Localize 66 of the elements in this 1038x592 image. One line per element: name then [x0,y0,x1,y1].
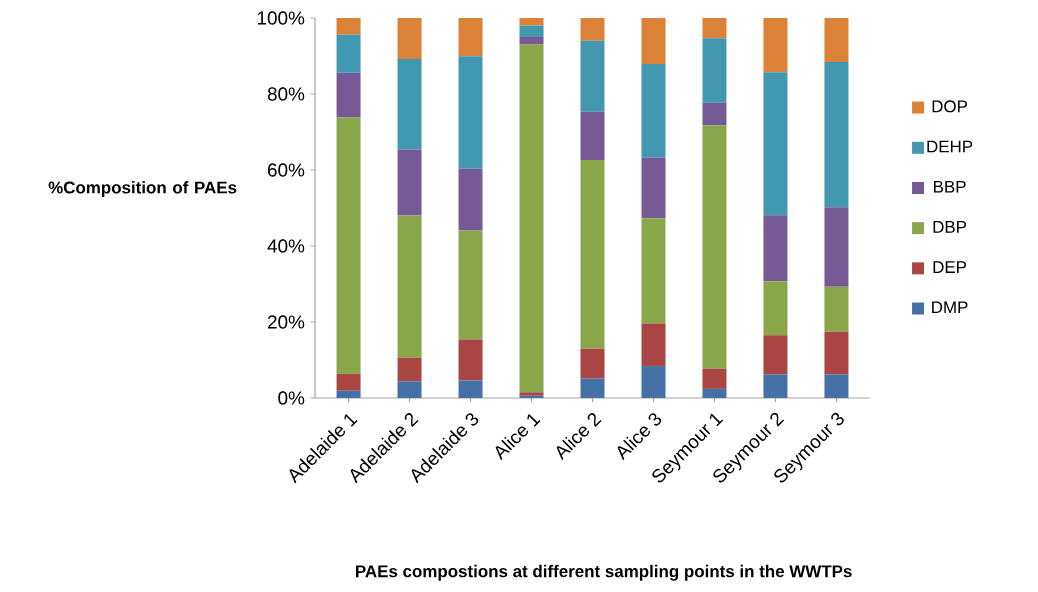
bar [519,36,544,45]
bar [397,59,422,150]
bar [336,374,361,391]
bar [397,381,422,398]
bar [458,56,483,169]
bar [824,62,849,208]
x-axis-title: PAEs compostions at different sampling points in the WWTPs [356,564,852,581]
bar [641,323,666,367]
bar [702,102,727,126]
bar [458,380,483,398]
y-tick-label: 20% [267,315,305,329]
bar [702,125,727,369]
bar [641,17,666,64]
y-tick-label: 60% [267,163,305,177]
bar [824,331,849,375]
bar [519,17,544,26]
bar [641,366,666,398]
bar [580,40,605,112]
bar [641,157,666,219]
bar [336,72,361,118]
y-tick-label: 0% [278,391,305,405]
y-axis-title: %Composition of PAEs [48,181,237,197]
bar [763,335,788,375]
bar [336,117,361,375]
legend-label: DBP [933,221,967,233]
bar [763,72,788,216]
y-tick-label: 80% [267,87,305,101]
bar [519,25,544,37]
bar [702,388,727,398]
bar [580,348,605,379]
bar [519,44,544,393]
bar [580,17,605,41]
y-tick-label: 40% [267,239,305,253]
bar [458,17,483,57]
bar [458,339,483,381]
bar [397,17,422,60]
bar [580,111,605,161]
legend-label: BBP [934,180,966,193]
bar [763,281,788,336]
bar [763,374,788,398]
bar [763,17,788,73]
bar [763,215,788,282]
bar [397,215,422,358]
y-tick-label: 100% [257,11,305,25]
bar [641,218,666,324]
bar [824,207,849,287]
bar [702,38,727,103]
bar [458,168,483,231]
bar [641,63,666,158]
bar [336,390,361,398]
bar [397,357,422,382]
legend-label: DEHP [927,140,973,153]
bar [580,160,605,349]
bar [397,149,422,216]
bar [824,286,849,332]
bar [336,34,361,73]
legend-label: DEP [933,261,967,273]
bar [702,368,727,389]
bar [580,378,605,398]
bar [336,17,361,35]
legend-label: DOP [932,100,968,113]
bar [458,230,483,340]
bar [824,374,849,398]
legend-label: DMP [932,301,968,314]
bar [824,17,849,63]
bar [702,17,727,39]
